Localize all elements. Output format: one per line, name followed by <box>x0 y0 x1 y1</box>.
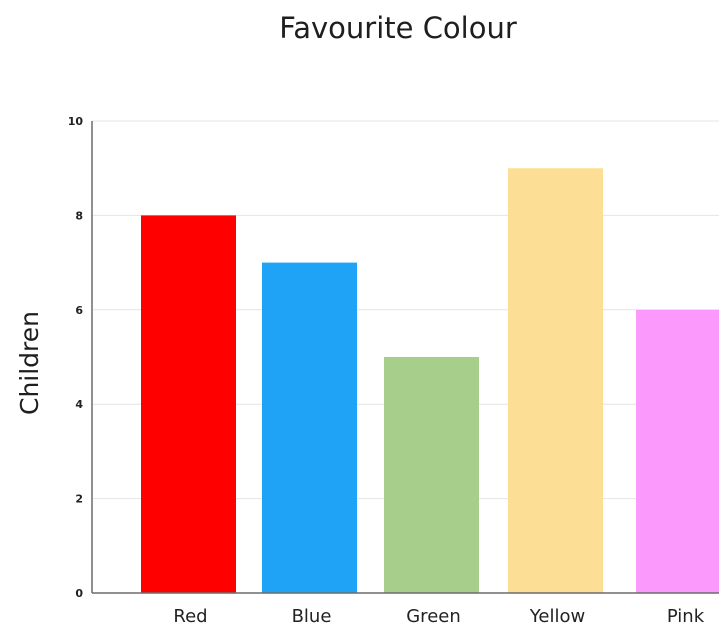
bar-red <box>141 215 236 593</box>
y-tick-label: 4 <box>75 398 83 411</box>
y-axis-label: Children <box>15 311 44 415</box>
chart-title: Favourite Colour <box>279 11 517 45</box>
y-tick-label: 6 <box>75 304 83 317</box>
y-tick-label: 8 <box>75 209 83 222</box>
x-tick-label-green: Green <box>406 606 461 625</box>
bar-yellow <box>508 168 603 593</box>
y-tick-label: 2 <box>75 493 83 506</box>
bar-blue <box>262 262 357 593</box>
x-tick-label-yellow: Yellow <box>529 606 585 625</box>
y-tick-labels: 0 2 4 6 8 10 <box>68 115 84 600</box>
x-tick-labels: Red Blue Green Yellow Pink <box>173 606 704 625</box>
y-tick-label: 0 <box>75 587 83 600</box>
bar-green <box>384 357 479 593</box>
x-tick-label-red: Red <box>173 606 207 625</box>
bar-pink <box>636 309 719 593</box>
x-tick-label-pink: Pink <box>667 606 705 625</box>
y-tick-label: 10 <box>68 115 84 128</box>
bars <box>141 168 719 593</box>
x-tick-label-blue: Blue <box>292 606 332 625</box>
